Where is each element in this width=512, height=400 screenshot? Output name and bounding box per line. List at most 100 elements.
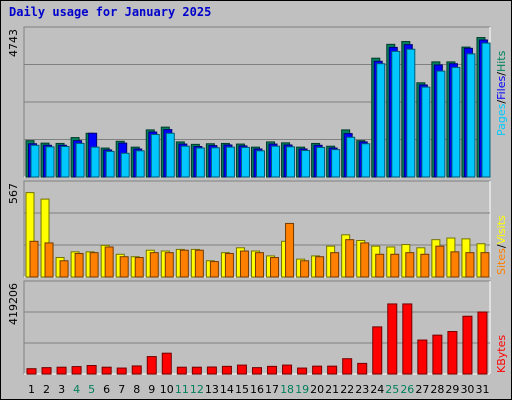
bar-pages-day-24 (376, 63, 386, 178)
day-label-17: 17 (265, 383, 279, 396)
bar-kbytes-day-10 (161, 352, 172, 375)
bar-pages-day-28 (436, 70, 446, 178)
day-label-22: 22 (340, 383, 354, 396)
ymax-label-kbytes: 419206 (7, 283, 20, 325)
bar-pages-day-7 (120, 152, 130, 178)
bar-kbytes-day-12 (191, 366, 202, 375)
bar-sites-day-11 (179, 249, 189, 278)
day-label-30: 30 (460, 383, 474, 396)
legend-separator: / (495, 100, 508, 104)
day-label-20: 20 (310, 383, 324, 396)
bar-pages-day-3 (60, 146, 70, 178)
bar-sites-day-24 (375, 253, 385, 278)
legend-kbytes: KBytes (495, 335, 508, 373)
day-label-5: 5 (88, 383, 95, 396)
day-label-13: 13 (205, 383, 219, 396)
bar-kbytes-day-6 (101, 366, 112, 375)
bar-pages-day-14 (225, 146, 235, 178)
day-label-1: 1 (28, 383, 35, 396)
day-label-16: 16 (250, 383, 264, 396)
bar-kbytes-day-26 (402, 303, 413, 375)
day-label-27: 27 (415, 383, 429, 396)
bar-kbytes-day-30 (462, 315, 473, 375)
legend-files: Files (495, 75, 508, 99)
bar-kbytes-day-5 (86, 365, 97, 375)
bar-sites-day-4 (74, 252, 84, 278)
bar-sites-day-29 (450, 251, 460, 278)
bar-sites-day-14 (224, 252, 234, 278)
bar-kbytes-day-15 (236, 364, 247, 375)
bar-kbytes-day-13 (206, 366, 217, 375)
bar-sites-day-31 (480, 252, 490, 278)
bar-sites-day-28 (435, 245, 445, 278)
bar-pages-day-26 (406, 48, 416, 178)
bar-pages-day-25 (391, 50, 401, 178)
bar-kbytes-day-29 (447, 331, 458, 375)
bar-kbytes-day-7 (116, 367, 127, 375)
bar-pages-day-2 (45, 146, 55, 178)
legend-pages: Pages (495, 103, 508, 136)
bar-sites-day-26 (405, 252, 415, 278)
bar-sites-day-2 (44, 242, 54, 278)
bar-kbytes-day-20 (312, 365, 323, 375)
day-label-4: 4 (73, 383, 80, 396)
day-label-12: 12 (190, 383, 204, 396)
bar-sites-day-10 (164, 252, 174, 278)
bar-kbytes-day-2 (41, 367, 52, 375)
day-label-3: 3 (58, 383, 65, 396)
day-label-26: 26 (400, 383, 414, 396)
bar-sites-day-22 (345, 239, 355, 278)
bar-pages-day-5 (90, 146, 100, 178)
bar-kbytes-day-18 (282, 364, 293, 375)
bar-pages-day-17 (271, 145, 281, 178)
bar-sites-day-12 (194, 249, 204, 278)
legend-separator: / (495, 244, 508, 248)
day-label-8: 8 (133, 383, 140, 396)
bar-sites-day-3 (59, 260, 69, 278)
legend-sites: Sites (495, 248, 508, 275)
bar-sites-day-20 (315, 256, 325, 278)
day-label-2: 2 (43, 383, 50, 396)
bar-kbytes-day-16 (251, 367, 262, 375)
bar-kbytes-day-31 (477, 311, 488, 375)
bar-sites-day-18 (285, 222, 295, 278)
bar-pages-day-19 (301, 150, 311, 178)
bar-kbytes-day-28 (432, 334, 443, 375)
bar-sites-day-13 (209, 261, 219, 278)
bar-pages-day-31 (481, 42, 491, 178)
bar-pages-day-9 (150, 134, 160, 178)
bar-pages-day-16 (255, 150, 265, 178)
bar-kbytes-day-17 (267, 365, 278, 375)
day-label-24: 24 (370, 383, 384, 396)
day-label-9: 9 (148, 383, 155, 396)
bar-kbytes-day-9 (146, 356, 157, 375)
bar-pages-day-29 (451, 66, 461, 178)
bar-kbytes-day-8 (131, 365, 142, 375)
bar-sites-day-30 (465, 252, 475, 278)
day-label-6: 6 (103, 383, 110, 396)
bar-pages-day-30 (466, 53, 476, 178)
bar-pages-day-1 (30, 144, 40, 178)
bar-pages-day-10 (165, 132, 175, 178)
bar-sites-day-15 (239, 250, 249, 278)
bar-kbytes-day-23 (357, 362, 368, 375)
day-label-29: 29 (445, 383, 459, 396)
bar-sites-day-17 (270, 257, 280, 278)
day-label-10: 10 (160, 383, 174, 396)
day-label-11: 11 (175, 383, 189, 396)
bar-pages-day-20 (316, 146, 326, 178)
bar-kbytes-day-4 (71, 366, 82, 375)
bar-sites-day-27 (420, 253, 430, 278)
bar-pages-day-12 (195, 147, 205, 178)
bar-pages-day-13 (210, 147, 220, 178)
bar-pages-day-6 (105, 150, 115, 178)
bar-kbytes-day-1 (26, 368, 37, 375)
legend-visits: Visits (495, 215, 508, 244)
bar-sites-day-9 (149, 252, 159, 278)
bar-kbytes-day-19 (297, 367, 308, 375)
bar-sites-day-16 (254, 252, 264, 278)
day-label-23: 23 (355, 383, 369, 396)
bar-pages-day-15 (240, 146, 250, 178)
bar-pages-day-18 (286, 146, 296, 178)
